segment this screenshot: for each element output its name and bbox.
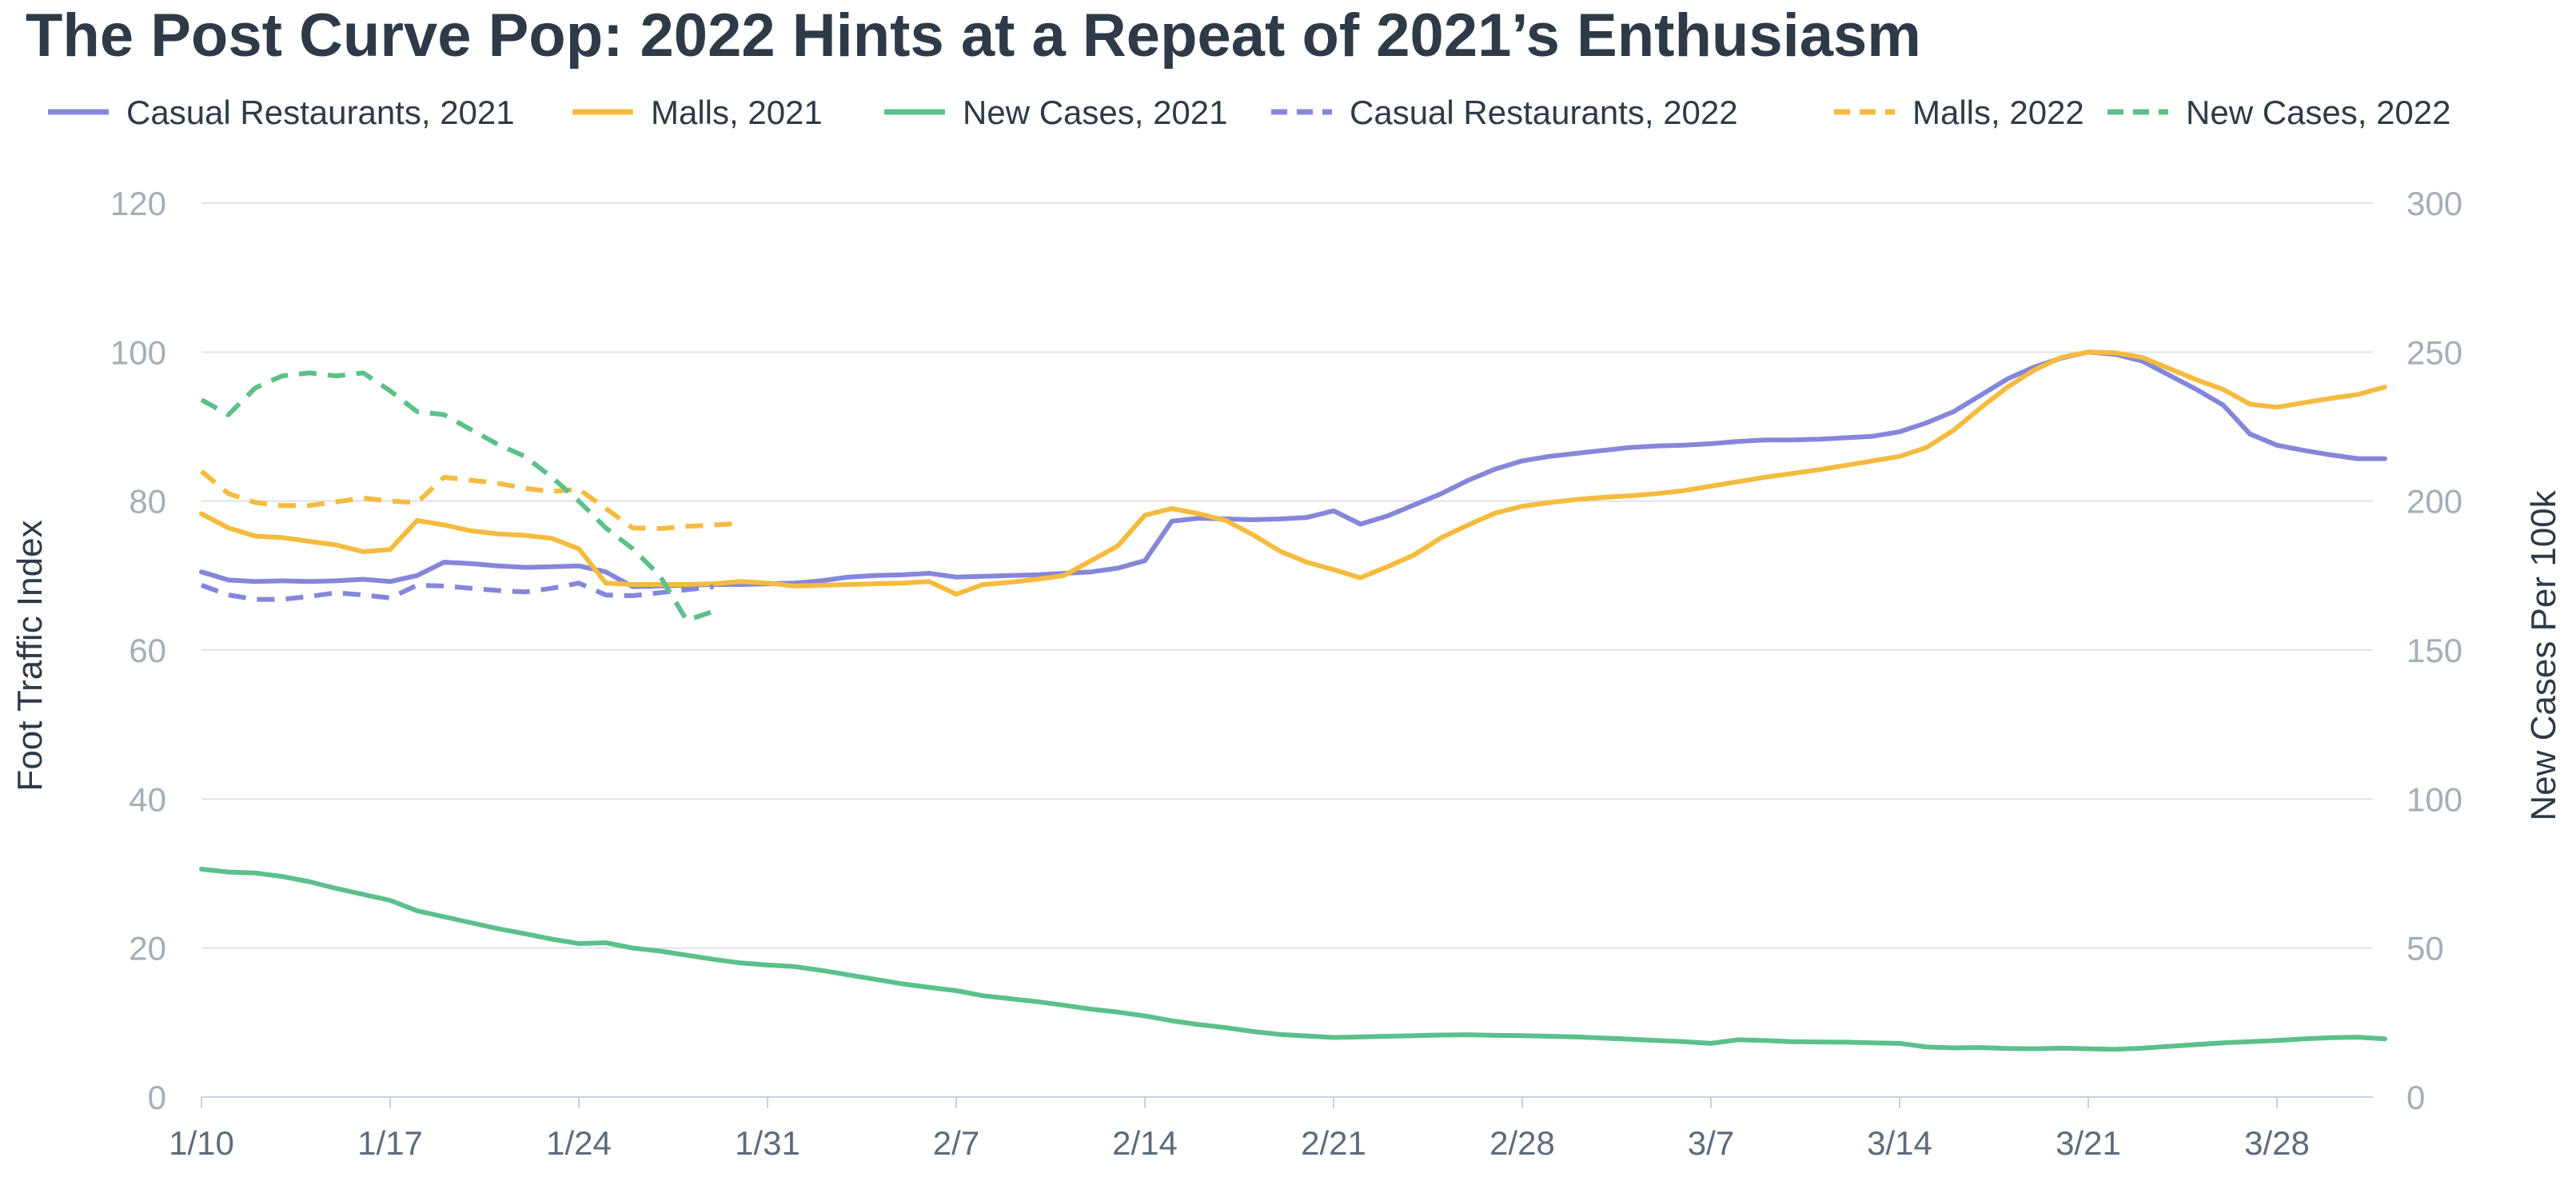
chart-title: The Post Curve Pop: 2022 Hints at a Repe… <box>26 2 1921 70</box>
y-tick-left: 40 <box>129 780 166 818</box>
x-tick-label: 1/31 <box>735 1124 800 1162</box>
y-tick-left: 120 <box>110 185 166 222</box>
x-tick-label: 3/7 <box>1688 1124 1734 1162</box>
x-tick-label: 1/10 <box>169 1124 234 1162</box>
series-line-2 <box>199 349 2387 597</box>
x-tick-label: 2/7 <box>933 1124 979 1162</box>
y-axis-left: 0 20 40 60 80 100 120 <box>110 185 166 1116</box>
y-axis-right-title: New Cases Per 100k <box>2524 489 2563 820</box>
y-tick-left: 0 <box>148 1079 166 1116</box>
x-tick-label: 2/28 <box>1489 1124 1555 1162</box>
legend-label: New Cases, 2022 <box>2186 94 2451 131</box>
legend: Casual Restaurants, 2021 Malls, 2021 New C… <box>48 94 2451 131</box>
y-tick-right: 200 <box>2407 483 2462 521</box>
legend-label: Malls, 2022 <box>1912 94 2084 131</box>
legend-label: Casual Restaurants, 2022 <box>1350 94 1738 131</box>
x-tick-label: 1/24 <box>546 1124 612 1162</box>
x-axis: 1/10 1/17 1/24 1/31 2/7 2/14 2/21 2/28 3/7 3/14 3/… <box>169 1096 2373 1162</box>
y-tick-right: 0 <box>2407 1079 2425 1116</box>
y-tick-left: 20 <box>129 930 166 968</box>
y-tick-right: 50 <box>2407 930 2444 968</box>
series-lines <box>199 349 2387 1052</box>
x-tick-label: 2/14 <box>1112 1124 1178 1162</box>
x-tick-label: 3/21 <box>2056 1124 2121 1162</box>
y-tick-left: 100 <box>110 333 166 371</box>
x-tick-label: 2/21 <box>1301 1124 1366 1162</box>
series-line-4 <box>200 581 714 602</box>
series-line-5 <box>200 469 741 532</box>
y-tick-left: 60 <box>129 632 166 669</box>
x-tick-label: 1/17 <box>357 1124 423 1162</box>
x-tick-label: 3/28 <box>2244 1124 2310 1162</box>
y-tick-right: 100 <box>2407 780 2462 818</box>
y-tick-right: 250 <box>2407 333 2462 371</box>
x-tick-label: 3/14 <box>1867 1124 1932 1162</box>
series-line-3 <box>199 866 2387 1052</box>
y-tick-right: 150 <box>2407 632 2462 669</box>
y-axis-right: 0 50 100 150 200 250 300 <box>2407 185 2462 1116</box>
y-tick-left: 80 <box>129 483 166 521</box>
legend-label: New Cases, 2021 <box>963 94 1228 131</box>
grid <box>201 202 2373 1098</box>
legend-label: Malls, 2021 <box>651 94 823 131</box>
series-line-6 <box>200 370 715 623</box>
legend-label: Casual Restaurants, 2021 <box>126 94 515 131</box>
y-axis-left-title: Foot Traffic Index <box>10 520 50 791</box>
series-line-1 <box>199 349 2387 589</box>
y-tick-right: 300 <box>2407 185 2462 222</box>
